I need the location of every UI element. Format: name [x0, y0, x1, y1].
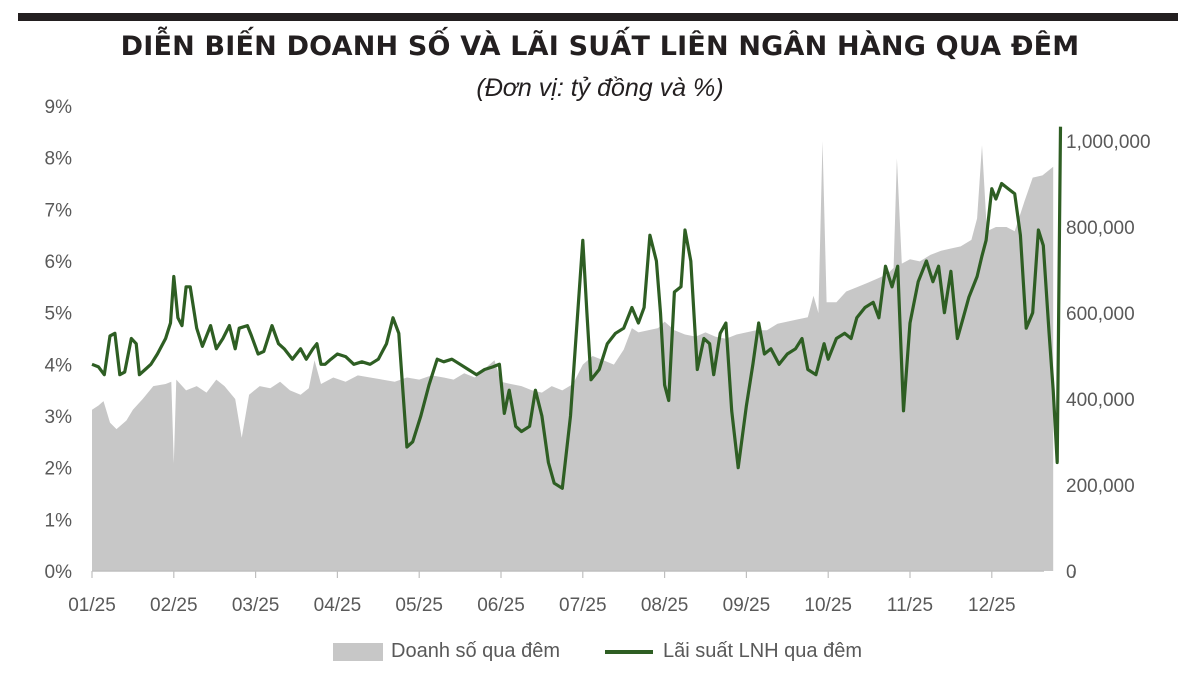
legend-label-area: Doanh số qua đêm — [391, 640, 561, 662]
x-tick-label: 11/25 — [887, 595, 933, 616]
x-tick-label: 05/25 — [395, 595, 443, 616]
left-axis-tick-label: 8% — [45, 149, 73, 170]
legend-swatch-area — [333, 642, 383, 661]
legend-item-area: Doanh số qua đêm — [333, 640, 560, 663]
left-axis-tick-label: 6% — [45, 252, 73, 273]
left-axis-tick-label: 2% — [45, 459, 73, 480]
x-tick-label: 06/25 — [477, 595, 525, 616]
x-tick-label: 07/25 — [559, 595, 607, 616]
x-tick-label: 01/25 — [68, 595, 116, 616]
x-tick-label: 08/25 — [641, 595, 689, 616]
x-tick-label: 03/25 — [232, 595, 280, 616]
legend: Doanh số qua đêm Lãi suất LNH qua đêm — [0, 640, 1200, 670]
area-series-shape — [92, 141, 1054, 571]
right-axis-tick-label: 0 — [1066, 562, 1077, 583]
x-tick-label: 10/25 — [804, 595, 852, 616]
legend-item-line: Lãi suất LNH qua đêm — [605, 640, 862, 663]
right-axis-tick-label: 200,000 — [1066, 476, 1135, 497]
right-axis-tick-label: 400,000 — [1066, 390, 1135, 411]
left-axis-tick-label: 5% — [45, 304, 73, 325]
x-tick-label: 12/25 — [968, 595, 1016, 616]
x-tick-label: 09/25 — [723, 595, 771, 616]
line-series — [91, 126, 1063, 490]
legend-label-line: Lãi suất LNH qua đêm — [663, 640, 863, 662]
chart-subtitle: (Đơn vị: tỷ đồng và %) — [476, 74, 724, 102]
left-axis-tick-label: 4% — [45, 355, 73, 376]
left-axis-tick-label: 9% — [45, 97, 73, 118]
right-axis-tick-label: 800,000 — [1066, 218, 1135, 239]
right-axis-tick-label: 1,000,000 — [1066, 132, 1151, 153]
chart-title: DIỄN BIẾN DOANH SỐ VÀ LÃI SUẤT LIÊN NGÂN… — [120, 31, 1080, 62]
rate-line — [91, 126, 1063, 490]
axes: 01/25 02/25 03/25 04/25 05/25 06/25 07/25 08/25… — [45, 97, 1151, 616]
right-axis-tick-label: 600,000 — [1066, 304, 1135, 325]
left-axis-tick-label: 1% — [45, 510, 73, 531]
left-axis-tick-label: 0% — [45, 562, 73, 583]
legend-swatch-line — [605, 649, 653, 654]
area-series — [92, 141, 1054, 571]
x-tick-label: 04/25 — [314, 595, 362, 616]
x-tick-label: 02/25 — [150, 595, 198, 616]
left-axis-tick-label: 7% — [45, 200, 73, 221]
top-rule — [18, 13, 1178, 21]
left-axis-tick-label: 3% — [45, 407, 73, 428]
